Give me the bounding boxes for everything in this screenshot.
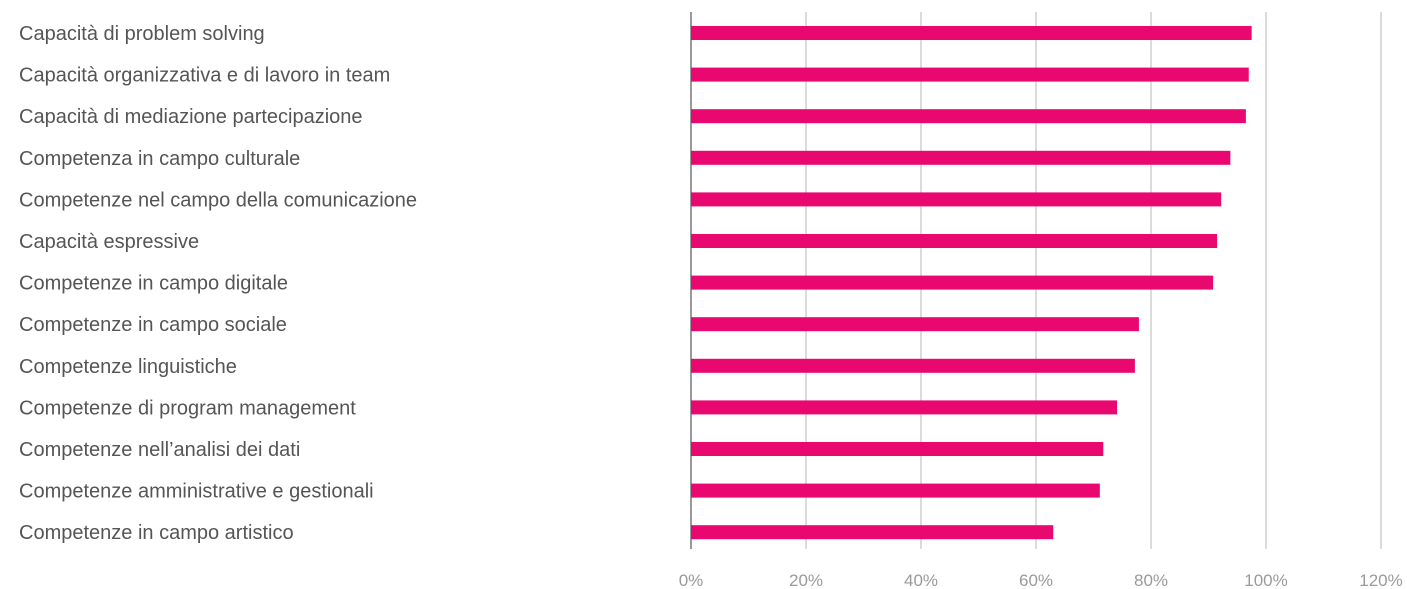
category-labels: Capacità di problem solving Capacità orga… <box>19 23 417 544</box>
bar <box>691 109 1246 124</box>
x-tick-label: 40% <box>904 571 938 589</box>
x-tick-label: 100% <box>1244 571 1287 589</box>
x-tick-label: 0% <box>679 571 704 589</box>
bar <box>691 525 1054 540</box>
category-label: Competenze in campo artistico <box>19 522 294 544</box>
category-label: Competenze nel campo della comunicazione <box>19 189 417 211</box>
bar <box>691 275 1214 290</box>
bar <box>691 442 1104 456</box>
bar <box>691 192 1222 207</box>
x-tick-label: 20% <box>789 571 823 589</box>
x-tick-label: 120% <box>1359 571 1402 589</box>
category-label: Competenze amministrative e gestionali <box>19 481 374 503</box>
bar <box>691 67 1249 82</box>
bar <box>691 358 1135 373</box>
bars <box>691 26 1252 540</box>
bar <box>691 317 1139 332</box>
category-label: Competenze linguistiche <box>19 356 237 378</box>
category-label: Competenze in campo digitale <box>19 273 288 295</box>
bar <box>691 400 1118 415</box>
category-label: Competenza in campo culturale <box>19 148 300 170</box>
category-label: Competenze nell’analisi dei dati <box>19 439 300 461</box>
category-label: Capacità di problem solving <box>19 23 265 45</box>
bar <box>691 26 1252 40</box>
bar <box>691 483 1100 498</box>
x-tick-label: 80% <box>1134 571 1168 589</box>
category-label: Capacità espressive <box>19 231 199 253</box>
category-label: Competenze in campo sociale <box>19 314 287 336</box>
bar <box>691 150 1231 165</box>
category-label: Competenze di program management <box>19 397 356 419</box>
x-tick-label: 60% <box>1019 571 1053 589</box>
category-label: Capacità di mediazione partecipazione <box>19 106 363 128</box>
bar <box>691 234 1218 248</box>
category-label: Capacità organizzativa e di lavoro in te… <box>19 65 390 87</box>
x-axis-tick-labels: 0% 20% 40% 60% 80% 100% 120% <box>679 571 1403 589</box>
